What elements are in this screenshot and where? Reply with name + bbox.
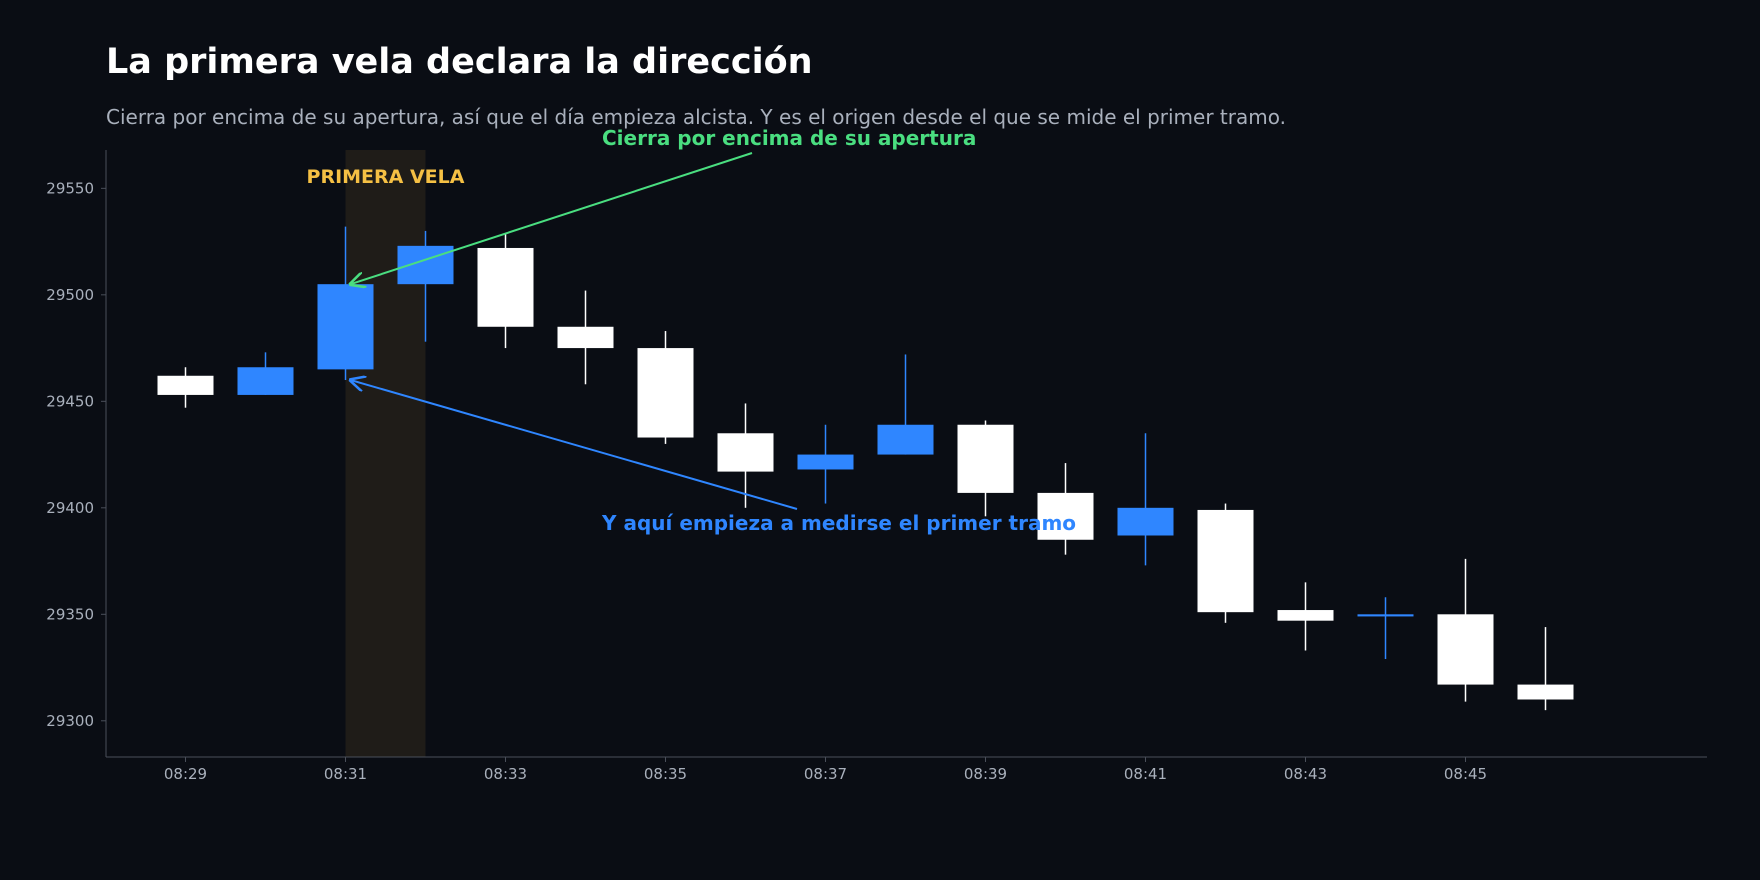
y-tick-label: 29550 bbox=[46, 179, 94, 197]
candle-body bbox=[637, 348, 694, 438]
highlight-label: PRIMERA VELA bbox=[307, 166, 465, 188]
candle-body bbox=[317, 284, 374, 370]
annotation-label: Y aquí empieza a medirse el primer tramo bbox=[601, 511, 1076, 535]
candle-body bbox=[477, 247, 534, 327]
candle-08:31 bbox=[317, 226, 374, 381]
x-tick-label: 08:31 bbox=[324, 765, 367, 783]
x-tick-label: 08:41 bbox=[1124, 765, 1167, 783]
candle-08:36 bbox=[717, 403, 774, 508]
x-tick-label: 08:37 bbox=[804, 765, 847, 783]
candle-08:40 bbox=[1037, 463, 1094, 555]
x-tick-label: 08:29 bbox=[164, 765, 207, 783]
candle-body bbox=[157, 375, 214, 395]
candle-body bbox=[1117, 507, 1174, 536]
candle-08:45 bbox=[1437, 558, 1494, 702]
candle-08:30 bbox=[237, 352, 294, 395]
axes: 29300 29350 29400 29450 29500 29550 08:29 08:31… bbox=[46, 150, 1707, 783]
candle-08:33 bbox=[477, 233, 534, 349]
annotation-arrow bbox=[351, 152, 753, 284]
x-tick-label: 08:45 bbox=[1444, 765, 1487, 783]
candle-body bbox=[1517, 684, 1574, 700]
candles bbox=[157, 226, 1574, 711]
candle-08:35 bbox=[637, 331, 694, 444]
candle-body bbox=[1037, 492, 1094, 540]
annotations: Cierra por encima de su apertura Y aquí e… bbox=[351, 126, 1076, 535]
candle-08:44 bbox=[1357, 597, 1414, 660]
candle-08:46 bbox=[1517, 627, 1574, 711]
candle-08:41 bbox=[1117, 433, 1174, 566]
candle-body bbox=[797, 454, 854, 470]
y-tick-label: 29400 bbox=[46, 499, 94, 517]
candle-body bbox=[877, 424, 934, 455]
candle-body bbox=[1437, 614, 1494, 685]
candle-08:39 bbox=[957, 420, 1014, 517]
candle-body bbox=[717, 433, 774, 472]
highlight-layer: PRIMERA VELA bbox=[307, 150, 465, 757]
candle-08:37 bbox=[797, 424, 854, 504]
candle-body bbox=[237, 367, 294, 395]
chart-title: La primera vela declara la dirección bbox=[106, 42, 813, 82]
y-tick-label: 29450 bbox=[46, 392, 94, 410]
candle-body bbox=[957, 424, 1014, 493]
annotation-arrow bbox=[351, 380, 798, 510]
x-tick-label: 08:43 bbox=[1284, 765, 1327, 783]
candle-08:34 bbox=[557, 290, 614, 385]
x-tick-label: 08:35 bbox=[644, 765, 687, 783]
first-candle-highlight-band bbox=[345, 150, 426, 757]
candle-08:29 bbox=[157, 367, 214, 408]
y-tick-label: 29500 bbox=[46, 286, 94, 304]
candle-body bbox=[1277, 610, 1334, 621]
y-tick-label: 29300 bbox=[46, 712, 94, 730]
candle-08:38 bbox=[877, 354, 934, 455]
y-tick-label: 29350 bbox=[46, 605, 94, 623]
x-tick-label: 08:39 bbox=[964, 765, 1007, 783]
candle-08:42 bbox=[1197, 503, 1254, 623]
candle-body bbox=[557, 326, 614, 349]
candle-body bbox=[397, 245, 454, 285]
candle-body bbox=[1357, 614, 1414, 617]
candle-body bbox=[1197, 509, 1254, 613]
chart-subtitle: Cierra por encima de su apertura, así qu… bbox=[106, 105, 1286, 129]
candle-08:43 bbox=[1277, 582, 1334, 651]
x-tick-label: 08:33 bbox=[484, 765, 527, 783]
annotation-label: Cierra por encima de su apertura bbox=[602, 126, 976, 150]
